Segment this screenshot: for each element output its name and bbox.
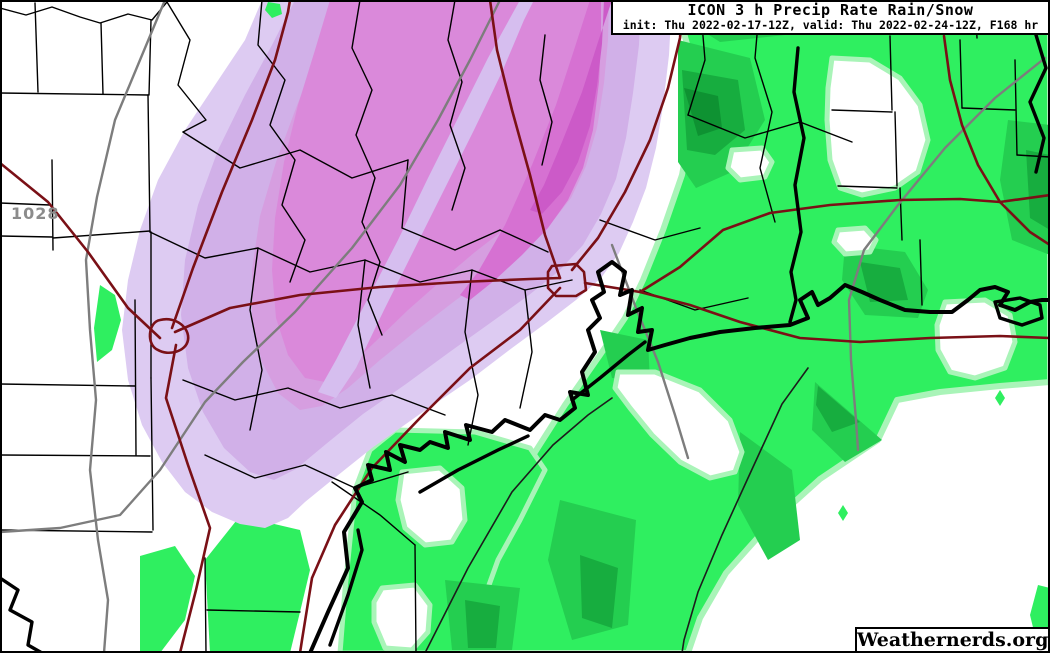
route-label-1028: 1028: [11, 204, 60, 223]
watermark: Weathernerds.org: [855, 627, 1050, 653]
map-init-valid-line: init: Thu 2022-02-17-12Z, valid: Thu 202…: [622, 18, 1039, 32]
snow-precip-layer: [122, 0, 672, 528]
rain-precip-layer: [94, 0, 1050, 653]
marine-zone-lines: [424, 367, 809, 653]
map-title: ICON 3 h Precip Rate Rain/Snow: [687, 1, 974, 19]
coastline: [0, 33, 1050, 653]
title-box: ICON 3 h Precip Rate Rain/Snow init: Thu…: [611, 0, 1050, 35]
